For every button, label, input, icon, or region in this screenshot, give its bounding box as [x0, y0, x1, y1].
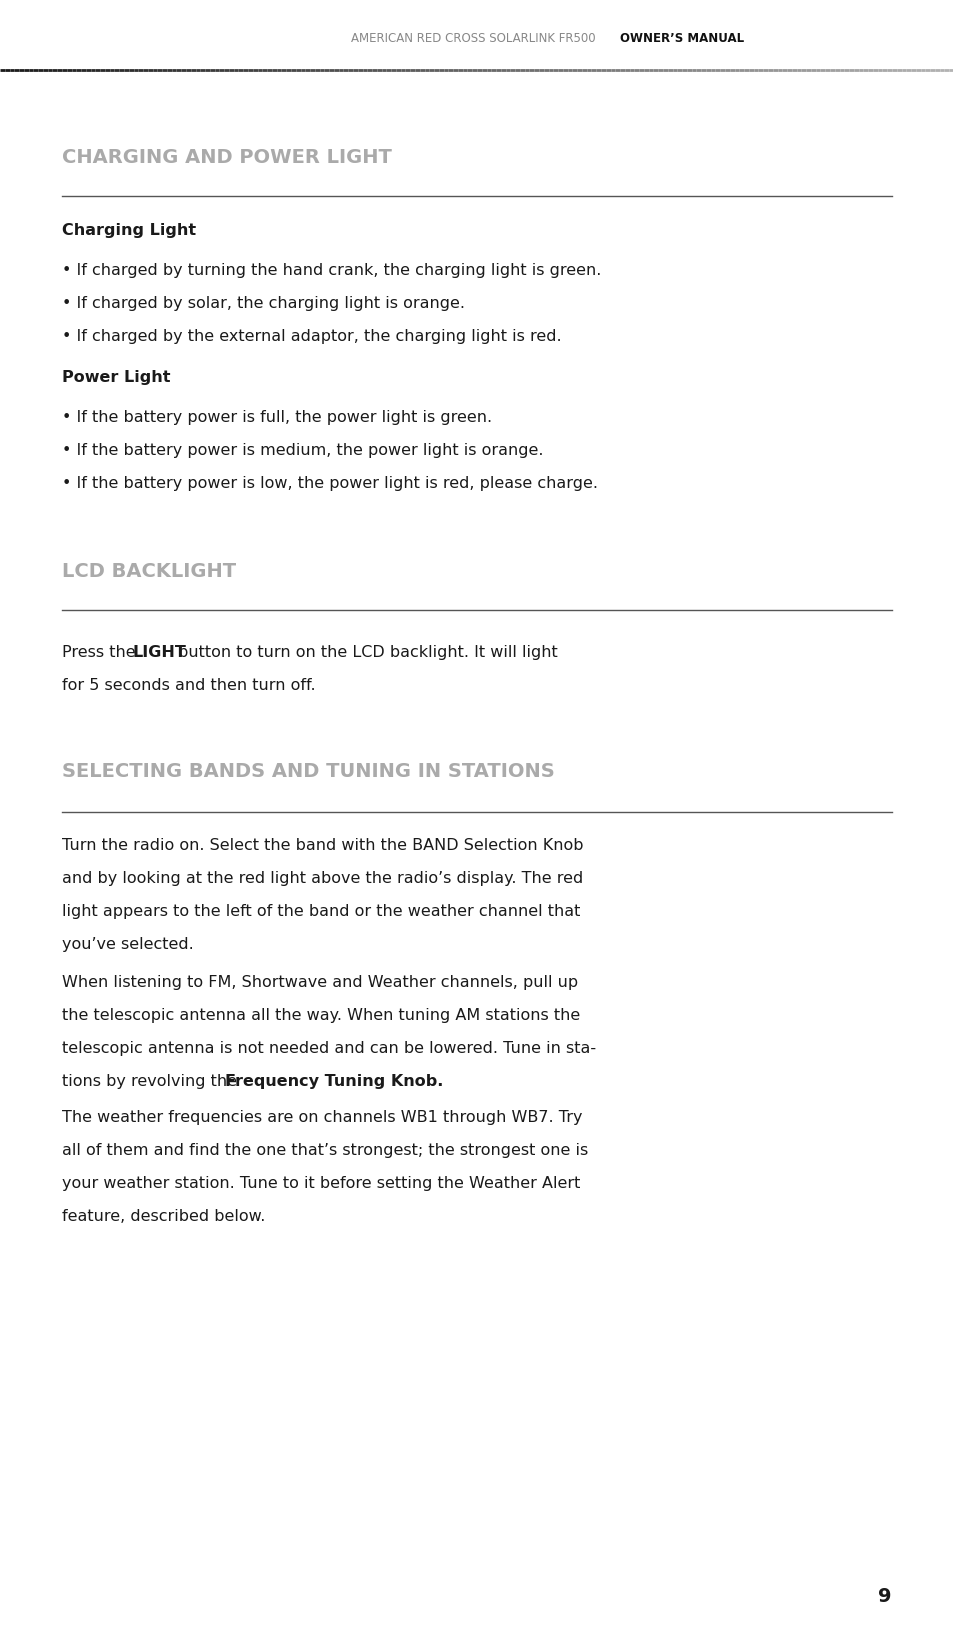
Text: Turn the radio on. Select the band with the BAND Selection Knob: Turn the radio on. Select the band with … — [62, 838, 583, 852]
Text: • If the battery power is full, the power light is green.: • If the battery power is full, the powe… — [62, 411, 492, 425]
Text: • If the battery power is low, the power light is red, please charge.: • If the battery power is low, the power… — [62, 476, 598, 491]
Text: • If charged by solar, the charging light is orange.: • If charged by solar, the charging ligh… — [62, 296, 464, 311]
Text: for 5 seconds and then turn off.: for 5 seconds and then turn off. — [62, 677, 315, 694]
Text: the telescopic antenna all the way. When tuning AM stations the: the telescopic antenna all the way. When… — [62, 1008, 579, 1022]
Text: LCD BACKLIGHT: LCD BACKLIGHT — [62, 563, 236, 581]
Text: Press the: Press the — [62, 645, 141, 659]
Text: SELECTING BANDS AND TUNING IN STATIONS: SELECTING BANDS AND TUNING IN STATIONS — [62, 762, 554, 780]
Text: you’ve selected.: you’ve selected. — [62, 937, 193, 952]
Text: all of them and find the one that’s strongest; the strongest one is: all of them and find the one that’s stro… — [62, 1144, 588, 1158]
Text: • If charged by turning the hand crank, the charging light is green.: • If charged by turning the hand crank, … — [62, 263, 600, 278]
Text: Power Light: Power Light — [62, 370, 171, 384]
Text: • If charged by the external adaptor, the charging light is red.: • If charged by the external adaptor, th… — [62, 329, 561, 344]
Text: When listening to FM, Shortwave and Weather channels, pull up: When listening to FM, Shortwave and Weat… — [62, 975, 578, 990]
Text: OWNER’S MANUAL: OWNER’S MANUAL — [619, 33, 743, 46]
Text: • If the battery power is medium, the power light is orange.: • If the battery power is medium, the po… — [62, 443, 543, 458]
Text: feature, described below.: feature, described below. — [62, 1209, 265, 1224]
Text: AMERICAN RED CROSS SOLARLINK FR500: AMERICAN RED CROSS SOLARLINK FR500 — [351, 33, 602, 46]
Text: Frequency Tuning Knob.: Frequency Tuning Knob. — [225, 1073, 443, 1090]
Text: tions by revolving the: tions by revolving the — [62, 1073, 242, 1090]
Text: Charging Light: Charging Light — [62, 222, 196, 237]
Text: light appears to the left of the band or the weather channel that: light appears to the left of the band or… — [62, 905, 579, 919]
Text: telescopic antenna is not needed and can be lowered. Tune in sta-: telescopic antenna is not needed and can… — [62, 1040, 596, 1055]
Text: button to turn on the LCD backlight. It will light: button to turn on the LCD backlight. It … — [172, 645, 558, 659]
Text: The weather frequencies are on channels WB1 through WB7. Try: The weather frequencies are on channels … — [62, 1109, 582, 1126]
Text: and by looking at the red light above the radio’s display. The red: and by looking at the red light above th… — [62, 870, 582, 887]
Text: your weather station. Tune to it before setting the Weather Alert: your weather station. Tune to it before … — [62, 1176, 579, 1191]
Text: CHARGING AND POWER LIGHT: CHARGING AND POWER LIGHT — [62, 147, 392, 167]
Text: 9: 9 — [878, 1587, 891, 1607]
Text: LIGHT: LIGHT — [132, 645, 187, 659]
